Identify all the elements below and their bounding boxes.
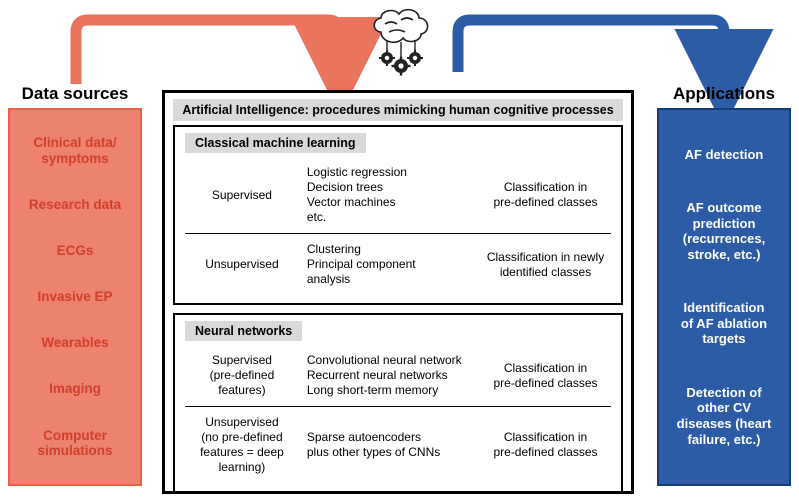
applications-title: Applications bbox=[657, 84, 791, 104]
divider bbox=[185, 233, 611, 234]
nn-row1-c1: Unsupervised(no pre-definedfeatures = de… bbox=[185, 415, 299, 475]
divider bbox=[185, 406, 611, 407]
data-source-item: Invasive EP bbox=[37, 289, 112, 305]
application-item: AF detection bbox=[685, 147, 764, 163]
data-sources-panel: Clinical data/symptoms Research data ECGs I… bbox=[8, 108, 142, 486]
classical-ml-label: Classical machine learning bbox=[185, 133, 366, 153]
table-row: Unsupervised(no pre-definedfeatures = de… bbox=[185, 409, 611, 481]
table-row: Unsupervised ClusteringPrincipal compone… bbox=[185, 236, 611, 293]
data-source-item: Wearables bbox=[41, 335, 108, 351]
ai-banner: Artificial Intelligence: procedures mimi… bbox=[173, 99, 623, 121]
cml-row0-c2: Logistic regressionDecision treesVector … bbox=[307, 165, 472, 225]
neural-networks-box: Neural networks Supervised(pre-definedfe… bbox=[173, 313, 623, 493]
classical-ml-box: Classical machine learning Supervised Lo… bbox=[173, 125, 623, 305]
diagram-canvas: Data sources Clinical data/symptoms Resea… bbox=[0, 0, 799, 501]
ai-center-box: Artificial Intelligence: procedures mimi… bbox=[162, 90, 634, 494]
nn-row1-c2: Sparse autoencodersplus other types of C… bbox=[307, 430, 472, 460]
application-item: Detection ofother CVdiseases (heartfailu… bbox=[677, 385, 772, 447]
application-item: AF outcomeprediction(recurrences,stroke,… bbox=[683, 200, 765, 262]
table-row: Supervised(pre-definedfeatures) Convolut… bbox=[185, 347, 611, 404]
nn-row1-c3: Classification inpre-defined classes bbox=[480, 430, 611, 460]
data-source-item: ECGs bbox=[57, 243, 94, 259]
cml-row1-c2: ClusteringPrincipal componentanalysis bbox=[307, 242, 472, 287]
cml-row0-c3: Classification inpre-defined classes bbox=[480, 180, 611, 210]
data-source-item: Computersimulations bbox=[37, 428, 112, 459]
neural-networks-label: Neural networks bbox=[185, 321, 302, 341]
nn-row0-c1: Supervised(pre-definedfeatures) bbox=[185, 353, 299, 398]
application-item: Identificationof AF ablationtargets bbox=[681, 300, 767, 347]
data-source-item: Research data bbox=[29, 197, 121, 213]
brain-gears-icon bbox=[369, 6, 433, 84]
nn-row0-c2: Convolutional neural networkRecurrent ne… bbox=[307, 353, 472, 398]
data-sources-title: Data sources bbox=[8, 84, 142, 104]
cml-row1-c3: Classification in newlyidentified classe… bbox=[480, 250, 611, 280]
cml-row1-c1: Unsupervised bbox=[185, 257, 299, 272]
nn-row0-c3: Classification inpre-defined classes bbox=[480, 361, 611, 391]
applications-panel: AF detection AF outcomeprediction(recurre… bbox=[657, 108, 791, 486]
cml-row0-c1: Supervised bbox=[185, 188, 299, 203]
data-source-item: Imaging bbox=[49, 381, 101, 397]
data-source-item: Clinical data/symptoms bbox=[33, 135, 116, 166]
table-row: Supervised Logistic regressionDecision t… bbox=[185, 159, 611, 231]
